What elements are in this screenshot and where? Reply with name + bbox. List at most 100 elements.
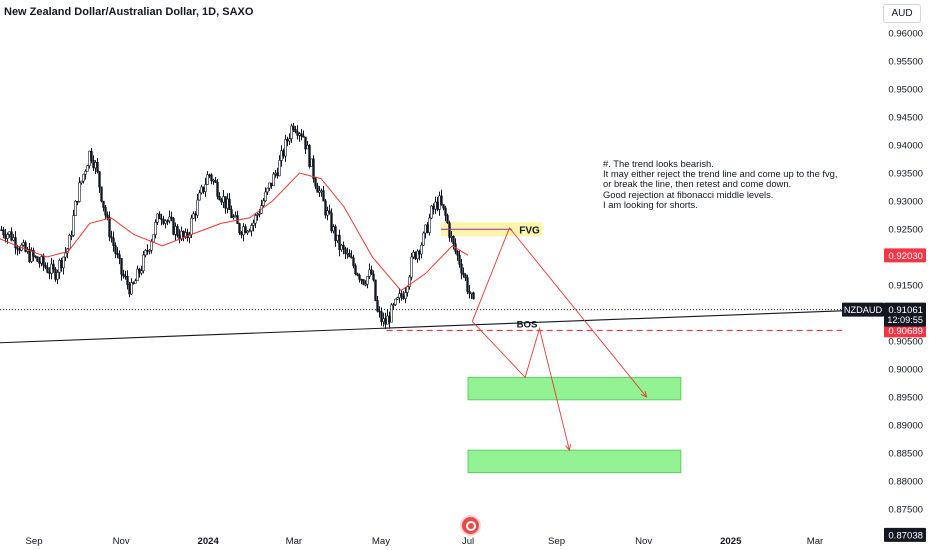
candle [176,226,179,236]
candle [212,179,215,182]
candle [2,229,5,236]
candle [46,267,49,273]
candle [172,218,175,235]
candle [300,133,303,137]
candle [266,187,269,193]
candle [54,268,57,280]
candle [408,276,411,288]
candle [262,200,265,207]
moving-average-line[interactable] [0,172,469,292]
candle [160,218,163,220]
price-tick-label: 0.93000 [888,197,923,208]
target-zone[interactable] [467,449,682,474]
note-line: I am looking for shorts. [603,198,698,210]
candle [90,150,93,161]
candle [170,216,173,219]
candle [52,263,55,270]
candle [136,268,139,282]
bottom-price-badge-text: 0.87038 [888,530,923,541]
candle [460,263,463,274]
candle [14,237,17,249]
candle [42,256,45,266]
candle [72,215,75,236]
candle [246,230,249,234]
candle [346,252,349,255]
candle [148,249,151,252]
candle [144,250,147,256]
candle [142,254,145,271]
candle [376,300,379,312]
candle [80,180,83,184]
candle [38,261,41,264]
candle [404,292,407,299]
candle [256,214,259,216]
candle [130,282,133,295]
candle [258,212,261,215]
candle [126,276,129,285]
candle [322,190,325,202]
candle [192,213,195,219]
candle [182,230,185,237]
candle [114,245,117,254]
tradingview-logo-icon[interactable] [460,515,481,536]
candle [418,250,421,255]
price-tick-label: 0.91500 [888,281,923,292]
trend-line[interactable] [0,309,873,344]
candle [434,201,437,210]
candle [432,205,435,210]
candle [36,256,39,262]
price-tick-label: 0.94500 [888,113,923,124]
candle [444,207,447,216]
candle [248,230,251,233]
candle [60,260,63,269]
bos-price-badge-text: 0.90689 [888,326,923,337]
time-tick-label: Mar [286,536,303,547]
candle [94,162,97,169]
candle [354,265,357,275]
candle [22,242,25,246]
candle [10,231,13,241]
candle [16,247,19,250]
candle [282,150,285,157]
candle [106,214,109,218]
candle [304,136,307,150]
candle [446,215,449,224]
candle [32,250,35,257]
candle [380,311,383,323]
candle [352,257,355,267]
candle [102,200,105,208]
candle [78,182,81,202]
candle [452,235,455,245]
candle [34,255,37,258]
candle [328,210,331,214]
candle [324,200,327,216]
candle [294,129,297,133]
note-line: It may either reject the trend line and … [603,168,838,180]
projection-path[interactable] [472,321,570,451]
candle [342,244,345,250]
candle [12,237,15,241]
candle [472,292,475,300]
candle [116,253,119,255]
candle [382,318,385,323]
candle [140,270,143,274]
candle [330,212,333,232]
time-tick-label: Nov [635,536,652,547]
price-axis[interactable] [843,0,932,550]
currency-selector[interactable]: AUD [883,4,921,23]
candle [82,173,85,182]
candle [314,178,317,187]
candle [422,232,425,246]
target-zone[interactable] [467,376,682,401]
candle [350,256,353,259]
candle [450,235,453,238]
price-tick-label: 0.88500 [888,449,923,460]
candle [88,150,91,167]
candle [132,282,135,284]
candle [68,235,71,250]
candle [56,272,59,280]
candle [278,160,281,177]
projection-path[interactable] [471,226,647,398]
candle [268,182,271,189]
